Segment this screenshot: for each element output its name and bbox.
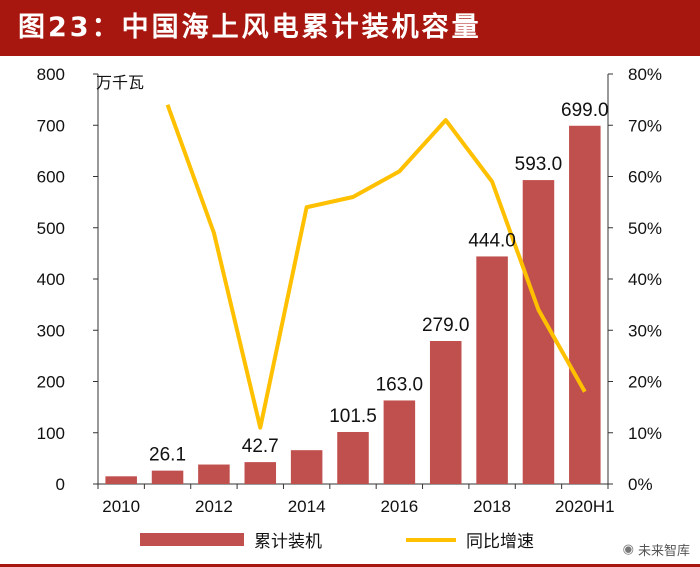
bar [105, 476, 137, 484]
legend-bar-swatch [140, 533, 244, 546]
y-right-tick-label: 70% [628, 116, 662, 135]
bar [383, 400, 416, 484]
y-right-tick-label: 0% [628, 475, 653, 494]
bar [198, 464, 230, 484]
axes: 0 100 200 300 400 500 600 700 800 0% 10% 20% 30% 40% 5… [37, 65, 662, 516]
y-right-tick-label: 50% [628, 219, 662, 238]
x-tick-label: 2012 [195, 497, 233, 516]
y-left-tick-label: 100 [37, 424, 65, 443]
x-tick-label: 2010 [102, 497, 140, 516]
wechat-icon: ◉ [622, 542, 634, 557]
y-right-tick-label: 20% [628, 373, 662, 392]
bar [476, 256, 508, 484]
y-unit-label: 万千瓦 [96, 73, 144, 92]
data-labels: 26.1 42.7 101.5 163.0 279.0 444.0 593.0 699.0 [149, 100, 609, 466]
y-right-tick-label: 80% [628, 65, 662, 84]
bar [337, 431, 369, 484]
y-left-tick-label: 800 [37, 65, 65, 84]
bar-data-label: 163.0 [376, 374, 424, 395]
y-right-tick-label: 10% [628, 424, 662, 443]
legend-bar-label: 累计装机 [254, 532, 322, 552]
bar-data-label: 26.1 [149, 445, 186, 466]
watermark: ◉ 未来智库 [623, 540, 690, 559]
bar-data-label: 699.0 [561, 100, 609, 121]
bottom-rule [0, 564, 700, 567]
legend: 累计装机 同比增速 [140, 532, 534, 552]
bar [429, 341, 462, 484]
bar-series [105, 125, 601, 484]
y-right-tick-label: 60% [628, 168, 662, 187]
x-tick-label: 2018 [473, 497, 511, 516]
bar-data-label: 444.0 [468, 230, 516, 251]
bar [569, 125, 601, 484]
bar-data-label: 593.0 [515, 154, 563, 175]
line-series [165, 104, 587, 430]
bar [151, 470, 184, 484]
growth-line [165, 104, 587, 430]
y-left-tick-label: 700 [37, 116, 65, 135]
bar-data-label: 101.5 [329, 406, 377, 427]
y-left-tick-label: 300 [37, 321, 65, 340]
bar [244, 462, 277, 484]
x-tick-label: 2014 [288, 497, 326, 516]
y-left-tick-label: 600 [37, 168, 65, 187]
chart: 0 100 200 300 400 500 600 700 800 0% 10% 20% 30% 40% 5… [37, 65, 662, 552]
y-right-tick-label: 30% [628, 321, 662, 340]
watermark-text: 未来智库 [637, 544, 690, 559]
bar-data-label: 42.7 [242, 436, 279, 457]
y-left-tick-label: 500 [37, 219, 65, 238]
y-left-tick-label: 400 [37, 270, 65, 289]
bar-data-label: 279.0 [422, 315, 470, 336]
x-tick-label: 2020H1 [555, 497, 615, 516]
x-tick-label: 2016 [380, 497, 418, 516]
y-left-tick-label: 0 [56, 475, 65, 494]
y-left-tick-label: 200 [37, 373, 65, 392]
legend-line-label: 同比增速 [466, 532, 534, 552]
y-right-tick-label: 40% [628, 270, 662, 289]
bar [290, 450, 323, 484]
chart-title: 图23：中国海上风电累计装机容量 [0, 0, 700, 56]
